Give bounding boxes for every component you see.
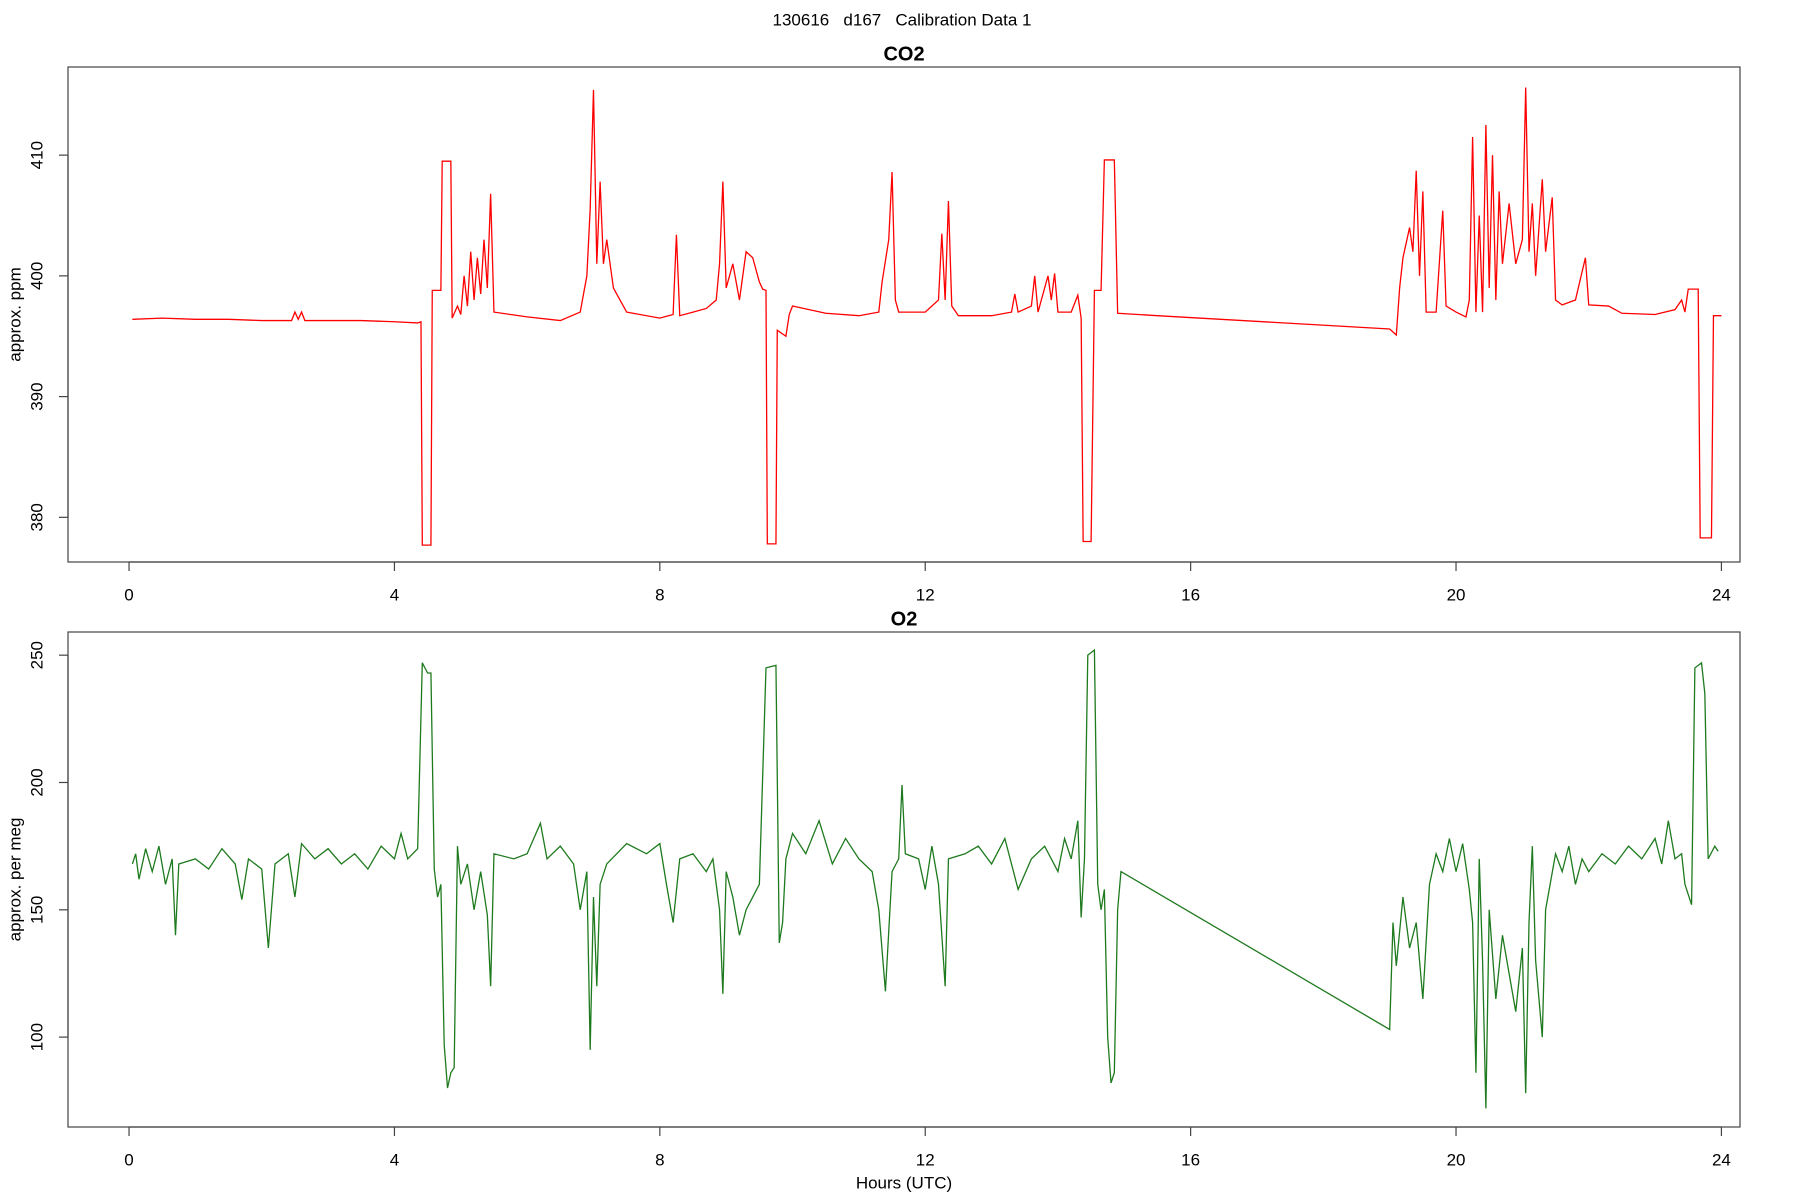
x-tick-label: 20 bbox=[1447, 585, 1466, 604]
y-tick-label: 400 bbox=[27, 262, 46, 290]
y-tick-label: 100 bbox=[27, 1023, 46, 1051]
data-line bbox=[132, 87, 1722, 546]
y-tick-label: 250 bbox=[27, 641, 46, 669]
figure-title: 130616 d167 Calibration Data 1 bbox=[773, 10, 1032, 29]
x-tick-label: 24 bbox=[1712, 1150, 1731, 1169]
x-axis-label: Hours (UTC) bbox=[856, 1173, 952, 1192]
x-tick-label: 4 bbox=[390, 1150, 399, 1169]
x-tick-label: 8 bbox=[655, 1150, 664, 1169]
y-tick-label: 200 bbox=[27, 768, 46, 796]
panel-title: O2 bbox=[891, 608, 918, 630]
plot-frame bbox=[67, 631, 1741, 1128]
panel-title: CO2 bbox=[883, 43, 924, 65]
x-tick-label: 4 bbox=[390, 585, 399, 604]
plot-frame bbox=[67, 66, 1741, 563]
panel: O2 0 4 8 12 16 20 24 100 150 200 250 approx. per meg… bbox=[5, 608, 1741, 1192]
x-tick-label: 20 bbox=[1447, 1150, 1466, 1169]
y-tick-label: 150 bbox=[27, 896, 46, 924]
panel: CO2 0 4 8 12 16 20 24 380 390 400 410 approx. ppm bbox=[5, 43, 1741, 604]
x-tick-label: 16 bbox=[1181, 585, 1200, 604]
data-line bbox=[131, 648, 1719, 1109]
y-axis-label: approx. ppm bbox=[5, 267, 24, 362]
x-tick-label: 12 bbox=[916, 585, 935, 604]
y-tick-label: 410 bbox=[27, 141, 46, 169]
x-tick-label: 8 bbox=[655, 585, 664, 604]
x-tick-label: 24 bbox=[1712, 585, 1731, 604]
x-tick-label: 0 bbox=[124, 1150, 133, 1169]
y-tick-label: 380 bbox=[27, 503, 46, 531]
x-tick-label: 16 bbox=[1181, 1150, 1200, 1169]
x-tick-label: 12 bbox=[916, 1150, 935, 1169]
y-axis-label: approx. per meg bbox=[5, 818, 24, 942]
x-tick-label: 0 bbox=[124, 585, 133, 604]
y-tick-label: 390 bbox=[27, 382, 46, 410]
